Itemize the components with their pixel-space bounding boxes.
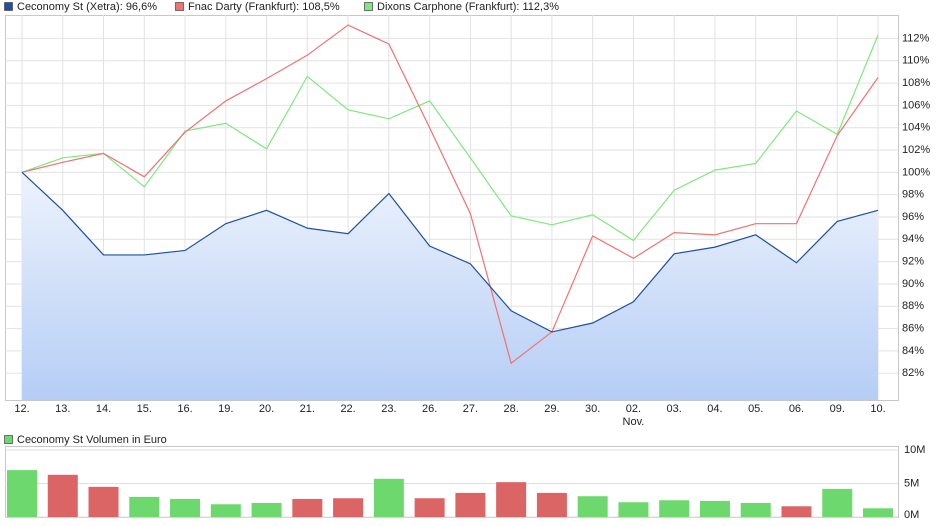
- x-tick-label: 20.: [259, 403, 274, 415]
- area: [22, 172, 878, 400]
- volume-bar: [129, 496, 160, 517]
- volume-bar: [822, 488, 853, 517]
- volume-bar: [496, 482, 527, 517]
- volume-bar: [659, 500, 690, 517]
- volume-bar: [7, 470, 37, 517]
- x-tick-label: 23.: [381, 403, 396, 415]
- volume-bar: [170, 498, 201, 517]
- volume-bar: [414, 498, 445, 517]
- x-tick-label: 04.: [707, 403, 722, 415]
- legend-label: Ceconomy St Volumen in Euro: [17, 434, 167, 446]
- y-tick-label: 102%: [902, 144, 930, 156]
- volume-bar: [333, 498, 364, 517]
- volume-bar: [210, 504, 241, 517]
- y-tick-label: 84%: [902, 345, 924, 357]
- volume-bar: [781, 506, 812, 517]
- volume-bar: [577, 496, 608, 517]
- x-tick-label: 05.: [748, 403, 763, 415]
- volume-bar: [618, 502, 649, 517]
- x-tick-label: 16.: [177, 403, 192, 415]
- legend-label: Ceconomy St (Xetra): 96,6%: [17, 1, 157, 13]
- x-tick-sublabel: Nov.: [623, 416, 645, 428]
- y-tick-label: 96%: [902, 211, 924, 223]
- line: [21, 171, 879, 333]
- volume-bar: [88, 486, 119, 517]
- y-tick-label: 106%: [902, 99, 930, 111]
- legend-swatch: [4, 435, 13, 444]
- y-tick-label: 10M: [904, 444, 925, 456]
- y-tick-label: 98%: [902, 189, 924, 201]
- y-tick-label: 112%: [902, 32, 930, 44]
- x-tick-label: 28.: [503, 403, 518, 415]
- x-tick-label: 21.: [300, 403, 315, 415]
- x-tick-label: 29.: [544, 403, 559, 415]
- x-tick-label: 09.: [830, 403, 845, 415]
- y-tick-label: 94%: [902, 233, 924, 245]
- line: [21, 24, 879, 365]
- x-tick-label: 12.: [14, 403, 29, 415]
- volume-bar: [373, 478, 404, 517]
- plot-frame: [5, 15, 899, 401]
- x-tick-label: 19.: [218, 403, 233, 415]
- legend-swatch: [175, 2, 184, 11]
- x-tick-label: 27.: [463, 403, 478, 415]
- y-tick-label: 88%: [902, 300, 924, 312]
- volume-bar: [699, 500, 730, 517]
- volume-bar: [740, 502, 771, 517]
- x-tick-label: 26.: [422, 403, 437, 415]
- volume-bar: [863, 508, 893, 517]
- x-tick-label: 06.: [789, 403, 804, 415]
- legend-swatch: [4, 2, 13, 11]
- volume-bar: [536, 492, 567, 517]
- line: [21, 34, 879, 242]
- y-tick-label: 100%: [902, 166, 930, 178]
- y-tick-label: 90%: [902, 278, 924, 290]
- volume-bar: [455, 492, 486, 517]
- y-tick-label: 86%: [902, 322, 924, 334]
- y-tick-label: 92%: [902, 256, 924, 268]
- legend-label: Fnac Darty (Frankfurt): 108,5%: [188, 1, 340, 13]
- x-tick-label: 10.: [870, 403, 885, 415]
- x-tick-label: 13.: [55, 403, 70, 415]
- legend-swatch: [364, 2, 373, 11]
- x-tick-label: 02.: [626, 403, 641, 415]
- x-tick-label: 14.: [96, 403, 111, 415]
- y-tick-label: 108%: [902, 77, 930, 89]
- y-tick-label: 5M: [904, 477, 919, 489]
- y-tick-label: 110%: [902, 55, 930, 67]
- legend-label: Dixons Carphone (Frankfurt): 112,3%: [377, 1, 559, 13]
- y-tick-label: 104%: [902, 122, 930, 134]
- x-tick-label: 15.: [137, 403, 152, 415]
- x-tick-label: 22.: [340, 403, 355, 415]
- x-tick-label: 30.: [585, 403, 600, 415]
- y-tick-label: 82%: [902, 367, 924, 379]
- volume-bar: [292, 498, 323, 517]
- volume-bar: [47, 474, 78, 517]
- y-tick-label: 0M: [904, 509, 919, 521]
- volume-bar: [251, 502, 282, 517]
- x-tick-label: 03.: [667, 403, 682, 415]
